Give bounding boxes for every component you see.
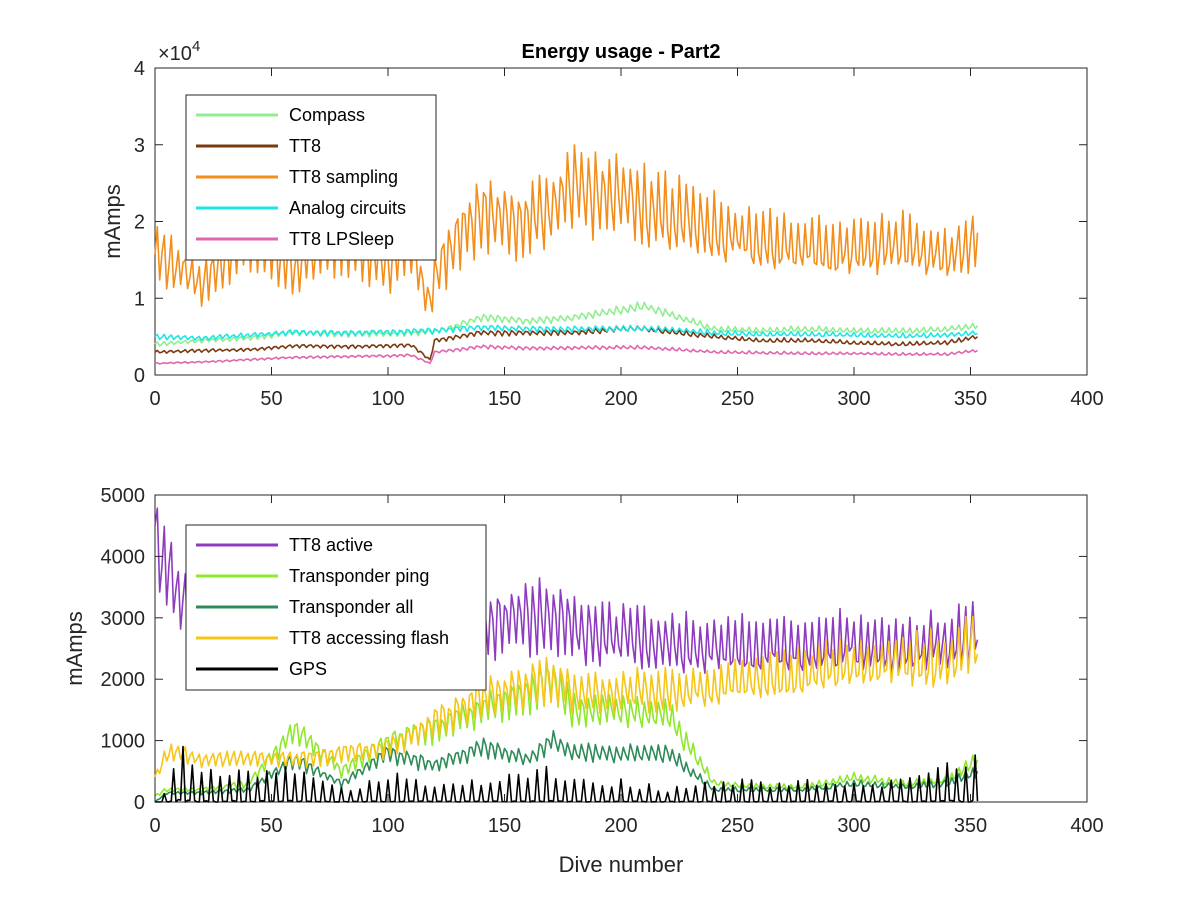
top-series-group xyxy=(154,144,979,365)
legend-entry: Analog circuits xyxy=(289,198,406,218)
x-tick-label: 250 xyxy=(721,388,754,410)
legend-entry: TT8 active xyxy=(289,535,373,555)
series-line-tt8 xyxy=(154,325,979,361)
legend-entry: TT8 LPSleep xyxy=(289,229,394,249)
y-tick-label: 0 xyxy=(134,792,145,814)
y-tick-label: 4000 xyxy=(101,546,146,568)
x-tick-label: 0 xyxy=(149,815,160,837)
x-tick-label: 100 xyxy=(371,815,404,837)
y-tick-label: 5000 xyxy=(101,485,146,507)
x-tick-label: 400 xyxy=(1070,815,1103,837)
series-line-tt8-sampling xyxy=(154,144,979,313)
top-axes: 0 50 100 150 200 250 300 350 400 0 1 2 3 4 Energy usa… xyxy=(100,38,1104,410)
y-tick-label: 2000 xyxy=(101,669,146,691)
x-tick-label: 300 xyxy=(837,815,870,837)
x-tick-label: 250 xyxy=(721,815,754,837)
top-ticks-group: 0 50 100 150 200 250 300 350 400 0 1 2 3 4 xyxy=(134,58,1104,410)
x-tick-label: 400 xyxy=(1070,388,1103,410)
series-line-tt8-accessing-flash xyxy=(154,615,979,778)
top-y-exponent-power: 4 xyxy=(192,38,200,55)
x-tick-label: 300 xyxy=(837,388,870,410)
y-tick-label: 2 xyxy=(134,212,145,234)
y-tick-label: 3 xyxy=(134,135,145,157)
bottom-y-axis-label: mAmps xyxy=(62,611,87,686)
y-tick-label: 4 xyxy=(134,58,145,80)
x-tick-label: 50 xyxy=(260,815,282,837)
legend-entry: Compass xyxy=(289,105,365,125)
x-tick-label: 100 xyxy=(371,388,404,410)
legend-entry: TT8 sampling xyxy=(289,167,398,187)
x-tick-label: 150 xyxy=(488,388,521,410)
x-tick-label: 200 xyxy=(604,815,637,837)
x-tick-label: 200 xyxy=(604,388,637,410)
bottom-legend: TT8 active Transponder ping Transponder al… xyxy=(185,524,487,691)
bottom-axes: 0 50 100 150 200 250 300 350 4000100020003000400… xyxy=(62,485,1104,877)
legend-entry: TT8 accessing flash xyxy=(289,628,449,648)
top-y-exponent: ×104 xyxy=(158,38,200,65)
series-line-gps xyxy=(154,745,979,803)
x-tick-label: 0 xyxy=(149,388,160,410)
chart-title: Energy usage - Part2 xyxy=(522,41,721,63)
bottom-ticks-group: 0 50 100 150 200 250 300 350 4000100020003000400… xyxy=(101,485,1104,837)
bottom-x-axis-label: Dive number xyxy=(559,852,684,877)
legend-entry: Transponder all xyxy=(289,597,413,617)
top-y-exponent-base: ×10 xyxy=(158,43,192,65)
legend-entry: GPS xyxy=(289,659,327,679)
series-line-transponder-all xyxy=(154,729,979,803)
y-tick-label: 0 xyxy=(134,365,145,387)
legend-entry: Transponder ping xyxy=(289,566,429,586)
legend-entry: TT8 xyxy=(289,136,321,156)
x-tick-label: 350 xyxy=(954,815,987,837)
series-line-analog-circuits xyxy=(154,324,978,342)
x-tick-label: 350 xyxy=(954,388,987,410)
y-tick-label: 1 xyxy=(134,288,145,310)
series-line-tt8-lpsleep xyxy=(154,344,978,365)
y-tick-label: 1000 xyxy=(101,731,146,753)
top-legend: Compass TT8 TT8 sampling Analog circuits TT8… xyxy=(185,94,437,261)
top-y-axis-label: mAmps xyxy=(100,184,125,259)
x-tick-label: 150 xyxy=(488,815,521,837)
x-tick-label: 50 xyxy=(260,388,282,410)
y-tick-label: 3000 xyxy=(101,608,146,630)
series-line-transponder-ping xyxy=(154,664,979,797)
